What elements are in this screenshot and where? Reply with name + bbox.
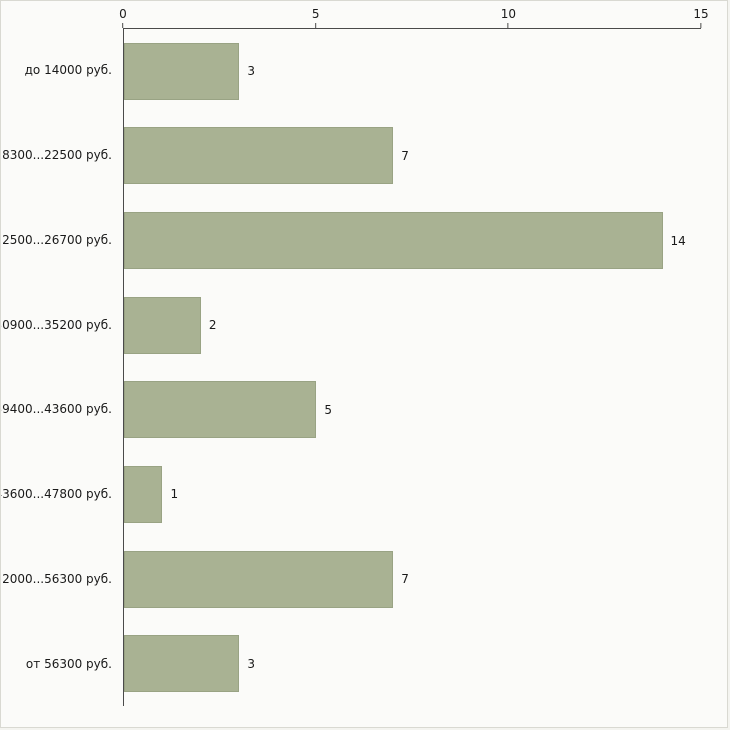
category-label: 30900...35200 руб. [0, 317, 112, 332]
category-label: 52000...56300 руб. [0, 571, 112, 586]
x-tick-label: 0 [119, 7, 127, 21]
value-label: 14 [670, 233, 686, 248]
category-label: от 56300 руб. [25, 656, 112, 671]
bar-row: 14 [124, 198, 701, 283]
bar [124, 635, 240, 693]
value-label: 7 [401, 148, 409, 163]
value-label: 5 [324, 402, 332, 417]
bar-row: 2 [124, 283, 701, 368]
bar [124, 212, 663, 270]
x-tick-mark [122, 23, 124, 28]
bar-row: 5 [124, 368, 701, 453]
value-label: 7 [401, 572, 409, 587]
bar-rows: 3 7 14 2 5 1 7 3 [124, 29, 701, 706]
bar [124, 127, 394, 185]
x-tick-label: 5 [311, 7, 320, 21]
bar [124, 381, 317, 439]
bar-row: 3 [124, 621, 701, 706]
category-label: до 14000 руб. [24, 63, 112, 78]
x-tick-label: 10 [500, 7, 516, 21]
value-label: 3 [247, 656, 256, 671]
bar-row: 3 [124, 29, 701, 114]
x-tick: 5 [311, 7, 320, 28]
bar-row: 1 [124, 452, 701, 537]
bar [124, 465, 163, 523]
x-tick-mark [315, 23, 317, 28]
bar [124, 550, 394, 608]
category-labels: до 14000 руб. 18300...22500 руб. 22500...2… [1, 28, 117, 706]
bar-row: 7 [124, 537, 701, 622]
category-label: 18300...22500 руб. [0, 148, 112, 163]
value-label: 3 [247, 64, 256, 79]
value-label: 1 [170, 487, 179, 502]
bar [124, 42, 240, 100]
x-tick-mark [507, 23, 509, 28]
category-label: 22500...26700 руб. [0, 232, 112, 247]
x-tick-label: 15 [693, 7, 709, 21]
bar-row: 7 [124, 114, 701, 199]
value-label: 2 [208, 318, 217, 333]
x-axis-ticks: 0 5 10 15 [119, 1, 709, 28]
category-label: 39400...43600 руб. [0, 402, 112, 417]
plot-area: 3 7 14 2 5 1 7 3 [123, 28, 701, 706]
x-tick-mark [700, 23, 702, 28]
x-tick: 0 [119, 7, 127, 28]
category-label: 43600...47800 руб. [0, 487, 112, 502]
x-tick: 15 [693, 7, 709, 28]
x-tick: 10 [501, 7, 516, 28]
bar [124, 296, 201, 354]
